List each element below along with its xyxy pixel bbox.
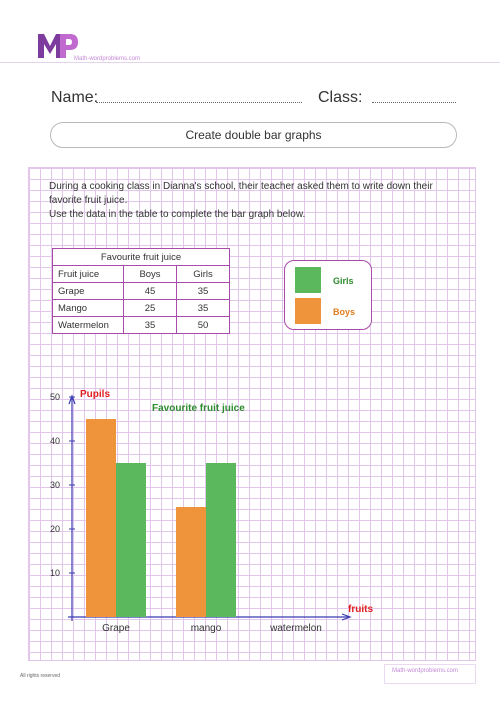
table-cell: Watermelon	[52, 316, 124, 334]
table-header-boys: Boys	[123, 265, 177, 283]
header-rule	[0, 62, 500, 63]
x-tick-label: watermelon	[269, 623, 322, 634]
legend-label-boys: Boys	[333, 307, 356, 317]
footer-rights: All rights reserved	[20, 673, 61, 679]
y-tick-label: 10	[50, 568, 60, 578]
y-axis-label: Pupils	[80, 389, 110, 400]
x-axis-arrow	[341, 613, 352, 621]
bar-girls-grape	[116, 463, 146, 617]
class-field[interactable]	[372, 102, 456, 103]
footer-site-box	[384, 664, 476, 684]
data-table: Favourite fruit juice Fruit juice Boys G…	[52, 248, 230, 334]
y-axis-arrow	[68, 394, 76, 405]
y-tick-label: 30	[50, 480, 60, 490]
bar-boys-mango	[176, 507, 206, 617]
logo-site-text: Math-wordproblems.com	[74, 56, 141, 62]
mp-logo	[38, 34, 78, 58]
table-cell: 35	[176, 282, 230, 300]
chart-title: Favourite fruit juice	[152, 403, 245, 414]
x-tick-label: Grape	[102, 623, 130, 634]
legend-label-girls: Girls	[333, 276, 354, 286]
table-cell: Mango	[52, 299, 124, 317]
table-header-girls: Girls	[176, 265, 230, 283]
instruction-line-2: favorite fruit juice.	[49, 195, 128, 206]
table-row: Grape 45 35	[52, 282, 230, 300]
bar-chart: 10 20 30 40 50 Pupils Favourite fruit juice fru…	[50, 389, 373, 634]
footer-site: Math-wordproblems.com	[392, 668, 459, 674]
y-tick-label: 20	[50, 524, 60, 534]
table-cell: Grape	[52, 282, 124, 300]
class-label: Class:	[318, 89, 363, 106]
bar-boys-grape	[86, 419, 116, 617]
instruction-line-3: Use the data in the table to complete th…	[49, 209, 306, 220]
table-row: Watermelon 35 50	[52, 316, 230, 334]
table-cell: 25	[123, 299, 177, 317]
x-axis-label: fruits	[348, 604, 373, 615]
table-cell: 50	[176, 316, 230, 334]
name-label: Name:	[51, 89, 99, 106]
legend-swatch-boys	[295, 298, 321, 324]
worksheet-title: Create double bar graphs	[50, 122, 457, 148]
instruction-line-1: During a cooking class in Dianna's schoo…	[49, 181, 433, 192]
x-tick-label: mango	[191, 623, 222, 634]
table-row: Mango 25 35	[52, 299, 230, 317]
table-cell: 45	[123, 282, 177, 300]
table-header-fruit: Fruit juice	[52, 265, 124, 283]
table-cell: 35	[176, 299, 230, 317]
table-cell: 35	[123, 316, 177, 334]
table-caption: Favourite fruit juice	[52, 248, 230, 266]
bar-girls-mango	[206, 463, 236, 617]
y-tick-label: 40	[50, 436, 60, 446]
legend-swatch-girls	[295, 267, 321, 293]
chart-legend: Girls Boys	[284, 260, 372, 330]
name-field[interactable]	[96, 102, 302, 103]
y-tick-label: 50	[50, 392, 60, 402]
